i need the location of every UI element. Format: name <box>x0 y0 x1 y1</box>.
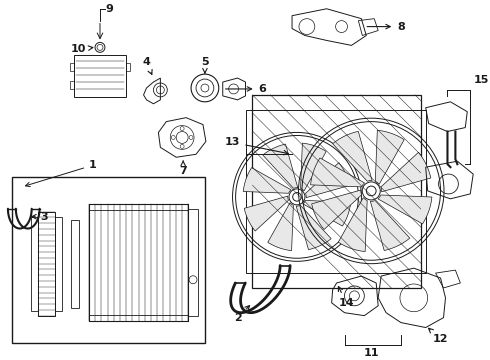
Text: 9: 9 <box>105 4 113 14</box>
Text: 7: 7 <box>179 161 187 176</box>
Text: 10: 10 <box>71 44 93 54</box>
Text: 5: 5 <box>201 57 209 73</box>
Polygon shape <box>381 152 431 192</box>
Polygon shape <box>311 158 365 187</box>
Bar <box>70 63 74 71</box>
Bar <box>188 209 198 316</box>
Text: 13: 13 <box>225 138 288 155</box>
Text: 1: 1 <box>25 160 97 186</box>
Bar <box>89 204 188 321</box>
Polygon shape <box>338 198 367 252</box>
Text: 2: 2 <box>234 306 249 323</box>
Text: 12: 12 <box>429 328 448 345</box>
Bar <box>12 177 205 343</box>
Bar <box>38 212 55 316</box>
Text: 14: 14 <box>339 287 354 308</box>
Bar <box>126 63 130 71</box>
Bar <box>245 110 426 273</box>
Text: 4: 4 <box>143 57 152 75</box>
Polygon shape <box>244 196 289 231</box>
Polygon shape <box>378 195 432 224</box>
Text: 15: 15 <box>473 75 489 85</box>
Bar <box>89 204 188 210</box>
Polygon shape <box>263 144 298 188</box>
Bar <box>89 315 188 321</box>
Polygon shape <box>300 143 326 191</box>
Bar <box>252 95 421 288</box>
Bar <box>31 217 38 311</box>
Bar <box>70 81 74 89</box>
Text: 11: 11 <box>364 348 379 358</box>
Polygon shape <box>268 203 294 251</box>
Bar <box>74 55 126 97</box>
Text: 3: 3 <box>32 212 49 222</box>
Polygon shape <box>243 168 291 193</box>
Text: 6: 6 <box>225 84 266 94</box>
Polygon shape <box>303 201 351 226</box>
Bar <box>55 217 62 311</box>
Polygon shape <box>375 130 404 184</box>
Bar <box>71 220 79 308</box>
Polygon shape <box>370 201 410 251</box>
Polygon shape <box>333 131 372 181</box>
Polygon shape <box>312 190 362 230</box>
Polygon shape <box>306 163 350 198</box>
Polygon shape <box>296 206 331 249</box>
Text: 8: 8 <box>367 22 405 32</box>
